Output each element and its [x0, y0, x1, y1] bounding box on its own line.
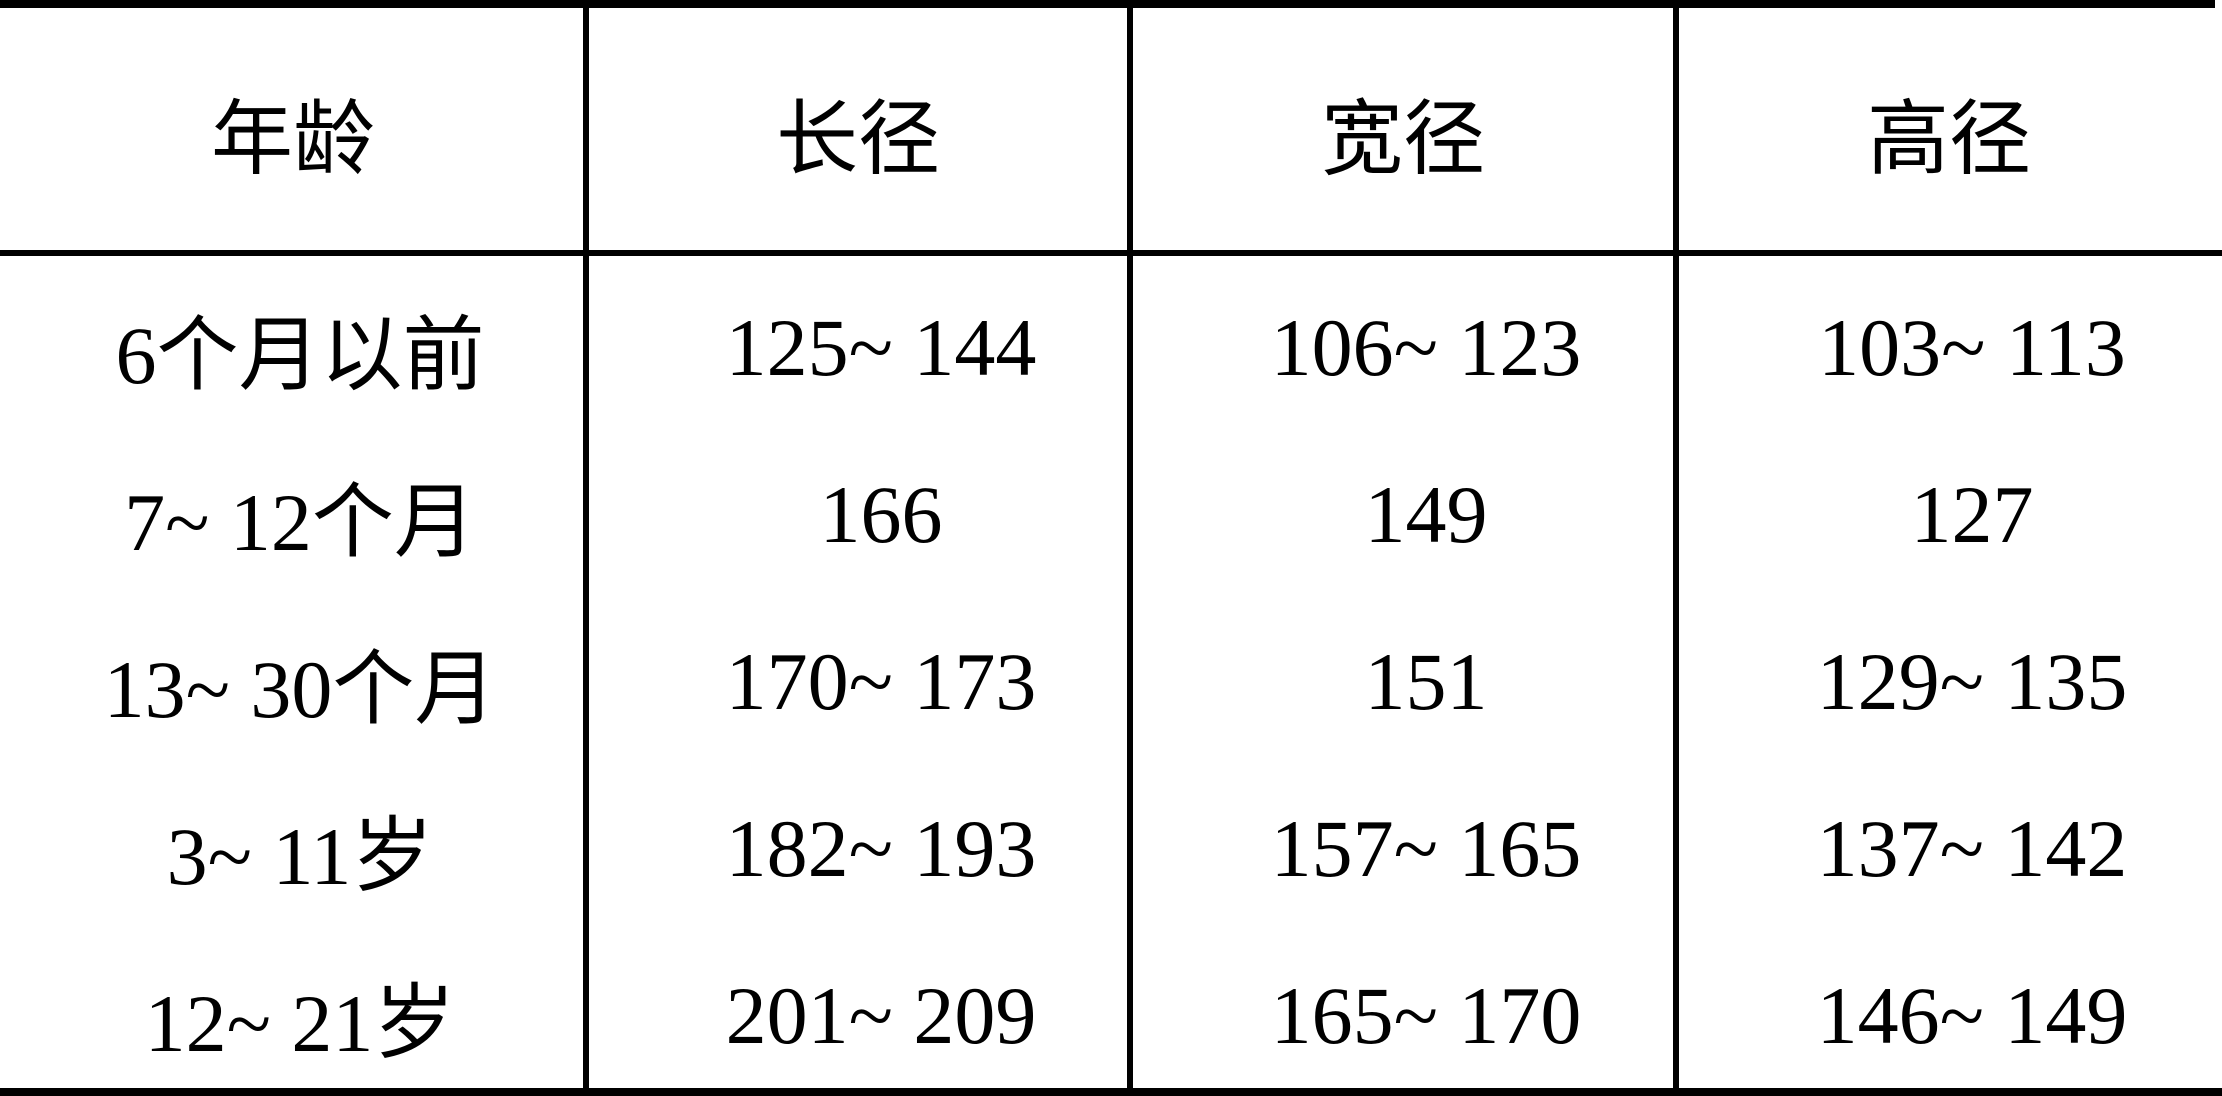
height-diameter-cell: 103~ 113	[1818, 301, 2126, 393]
height-diameter-cell: 127	[1910, 468, 2034, 560]
age-cell: 6个月以前	[115, 310, 485, 401]
age-cell: 13~ 30个月	[103, 644, 497, 735]
column-divider-3	[1673, 0, 1679, 1096]
age-cell: 7~ 12个月	[124, 477, 476, 568]
long-diameter-cell: 201~ 209	[725, 969, 1037, 1061]
table-bottom-border	[0, 1088, 2222, 1096]
column-divider-2	[1127, 0, 1133, 1096]
long-diameter-cell: 170~ 173	[725, 635, 1037, 727]
header-separator-rule	[0, 250, 2222, 256]
header-width-diameter: 宽径	[1320, 94, 1485, 185]
width-diameter-cell: 151	[1364, 635, 1488, 727]
long-diameter-cell: 125~ 144	[725, 301, 1037, 393]
age-cell: 3~ 11岁	[166, 811, 434, 902]
width-diameter-cell: 157~ 165	[1270, 802, 1582, 894]
long-diameter-cell: 166	[819, 468, 943, 560]
table-top-border	[0, 0, 2215, 8]
age-cell: 12~ 21岁	[144, 978, 456, 1069]
header-long-diameter: 长径	[775, 94, 940, 185]
height-diameter-cell: 129~ 135	[1816, 635, 2128, 727]
long-diameter-cell: 182~ 193	[725, 802, 1037, 894]
height-diameter-cell: 137~ 142	[1816, 802, 2128, 894]
width-diameter-cell: 165~ 170	[1270, 969, 1582, 1061]
height-diameter-cell: 146~ 149	[1816, 969, 2128, 1061]
header-height-diameter: 高径	[1866, 94, 2031, 185]
width-diameter-cell: 106~ 123	[1270, 301, 1582, 393]
width-diameter-cell: 149	[1364, 468, 1488, 560]
header-age: 年龄	[210, 94, 375, 185]
column-divider-1	[583, 0, 589, 1096]
